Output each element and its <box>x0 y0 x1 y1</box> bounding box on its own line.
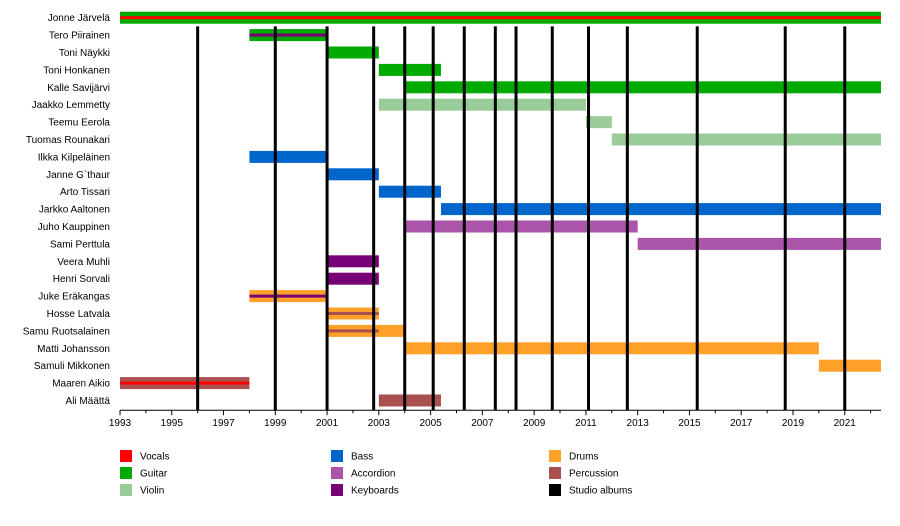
member-name: Janne G`thaur <box>46 169 111 181</box>
legend: Vocals Guitar Violin Bass Accordion Keyboards… <box>120 450 632 497</box>
legend-label: Vocals <box>140 452 169 463</box>
legend-item: Guitar <box>120 467 168 480</box>
legend-label: Keyboards <box>351 486 399 497</box>
legend-label: Bass <box>351 452 373 463</box>
overlay-percussion <box>327 329 379 333</box>
legend-item: Studio albums <box>549 484 632 497</box>
legend-label: Violin <box>140 486 164 497</box>
legend-label: Accordion <box>351 469 395 480</box>
legend-item: Violin <box>120 484 164 497</box>
member-name: Samu Ruotsalainen <box>23 326 110 337</box>
bar-bass <box>378 185 441 198</box>
x-tick-label: 1993 <box>109 418 132 429</box>
bar-bass <box>327 168 379 181</box>
member-name: Jonne Järvelä <box>48 13 111 24</box>
x-tick-label: 2007 <box>471 418 494 429</box>
legend-label: Studio albums <box>569 486 632 497</box>
legend-label: Percussion <box>569 469 618 480</box>
bar-violin <box>378 98 586 111</box>
member-name: Hosse Latvala <box>47 309 111 320</box>
legend-swatch <box>331 484 343 496</box>
x-tick-label: 2017 <box>730 418 753 429</box>
bar-drums <box>404 342 819 355</box>
member-name: Juho Kauppinen <box>38 222 110 233</box>
legend-item: Keyboards <box>331 484 399 497</box>
member-name: Juke Eräkangas <box>38 292 110 303</box>
x-tick-label: 2001 <box>316 418 339 429</box>
member-name: Ali Määttä <box>66 396 111 407</box>
member-name: Tero Piirainen <box>49 31 110 42</box>
bar-keyboards <box>327 272 379 285</box>
bar-keyboards <box>327 255 379 268</box>
overlay-vocals <box>120 381 250 385</box>
bar-accordion <box>404 220 638 233</box>
legend-label: Drums <box>569 452 598 463</box>
x-tick-label: 1995 <box>161 418 184 429</box>
bar-bass <box>440 203 881 216</box>
bar-guitar <box>327 46 379 59</box>
member-name: Kalle Savijärvi <box>47 83 110 94</box>
legend-swatch <box>549 450 561 462</box>
x-tick-label: 1997 <box>212 418 235 429</box>
member-name: Jarkko Aaltonen <box>39 205 110 216</box>
overlay-keyboards <box>249 33 328 37</box>
legend-item: Drums <box>549 450 598 463</box>
legend-swatch <box>120 484 132 496</box>
member-name: Arto Tissari <box>60 187 110 198</box>
bar-violin <box>611 133 881 146</box>
legend-item: Percussion <box>549 467 618 480</box>
member-name: Sami Perttula <box>50 239 110 250</box>
x-tick-label: 2019 <box>782 418 805 429</box>
x-tick-label: 2005 <box>419 418 442 429</box>
legend-swatch <box>120 467 132 479</box>
legend-swatch <box>549 484 561 496</box>
member-name: Ilkka Kilpeläinen <box>38 152 110 163</box>
member-name: Henri Sorvali <box>53 274 110 285</box>
legend-label: Guitar <box>140 469 168 480</box>
bars-layer <box>120 11 881 407</box>
member-names: Jonne Järvelä Tero Piirainen Toni Näykki To… <box>23 13 111 407</box>
member-name: Matti Johansson <box>37 344 110 355</box>
legend-swatch <box>120 450 132 462</box>
x-tick-label: 2009 <box>523 418 546 429</box>
member-name: Toni Honkanen <box>43 65 110 76</box>
x-tick-label: 2003 <box>368 418 391 429</box>
member-name: Samuli Mikkonen <box>34 361 110 372</box>
legend-swatch <box>549 467 561 479</box>
member-name: Teemu Eerola <box>48 118 110 129</box>
bar-percussion <box>378 394 441 407</box>
member-name: Jaakko Lemmetty <box>32 100 110 111</box>
member-name: Maaren Aikio <box>52 379 110 390</box>
axis-layer: 1993 1995 1997 1999 2001 2003 2005 2007 2009 2011… <box>109 409 881 429</box>
bar-guitar <box>378 63 441 76</box>
legend-item: Bass <box>331 450 373 463</box>
member-name: Toni Näykki <box>59 48 110 59</box>
legend-swatch <box>331 467 343 479</box>
overlay-percussion <box>327 312 379 315</box>
bar-drums <box>818 359 881 372</box>
x-tick-label: 2015 <box>678 418 701 429</box>
overlay-vocals <box>120 16 881 20</box>
bar-guitar <box>404 81 881 94</box>
x-tick-label: 1999 <box>264 418 287 429</box>
x-tick-label: 2013 <box>627 418 650 429</box>
albums-layer <box>196 26 847 411</box>
member-name: Tuomas Rounakari <box>26 135 110 146</box>
legend-item: Vocals <box>120 450 169 463</box>
legend-swatch <box>331 450 343 462</box>
overlay-keyboards <box>249 294 328 298</box>
legend-item: Accordion <box>331 467 395 480</box>
member-name: Veera Muhli <box>57 257 110 268</box>
x-tick-label: 2021 <box>834 418 857 429</box>
bar-bass <box>249 150 328 163</box>
x-tick-label: 2011 <box>575 418 597 429</box>
bar-violin <box>585 116 612 129</box>
